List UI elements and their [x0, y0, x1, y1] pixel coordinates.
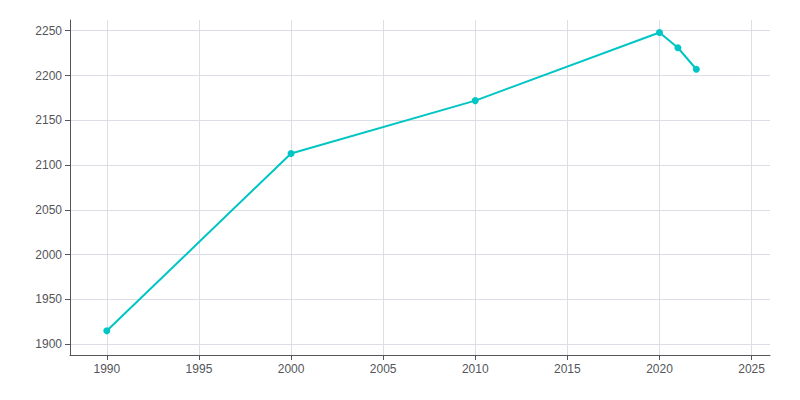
svg-text:2000: 2000 — [278, 362, 305, 376]
svg-text:2005: 2005 — [370, 362, 397, 376]
svg-text:2100: 2100 — [35, 158, 62, 172]
svg-text:1990: 1990 — [93, 362, 120, 376]
svg-text:1900: 1900 — [35, 337, 62, 351]
svg-text:2015: 2015 — [554, 362, 581, 376]
svg-text:1950: 1950 — [35, 292, 62, 306]
svg-text:2025: 2025 — [738, 362, 765, 376]
svg-text:1995: 1995 — [186, 362, 213, 376]
svg-text:2010: 2010 — [462, 362, 489, 376]
svg-text:2250: 2250 — [35, 24, 62, 38]
svg-text:2150: 2150 — [35, 113, 62, 127]
svg-text:2000: 2000 — [35, 248, 62, 262]
svg-text:2020: 2020 — [646, 362, 673, 376]
svg-text:2050: 2050 — [35, 203, 62, 217]
svg-text:2200: 2200 — [35, 69, 62, 83]
